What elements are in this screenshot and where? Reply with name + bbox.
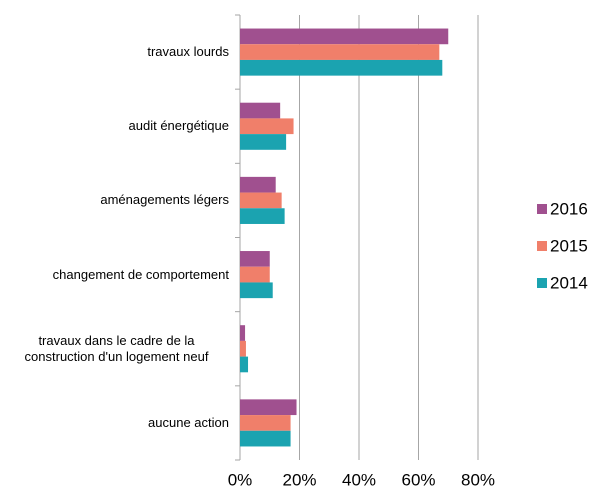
bar bbox=[240, 134, 287, 150]
bar bbox=[240, 192, 282, 209]
bar bbox=[240, 251, 270, 267]
y-tick-label: changement de comportement bbox=[52, 266, 229, 282]
bar bbox=[240, 118, 294, 135]
legend-swatch bbox=[537, 204, 547, 214]
bar bbox=[240, 59, 443, 76]
legend-label: 2016 bbox=[550, 199, 588, 218]
x-tick-label: 0% bbox=[228, 470, 253, 489]
y-tick-label: travaux dans le cadre de la construction… bbox=[24, 332, 209, 364]
y-tick-label: audit énergétique bbox=[128, 118, 229, 134]
y-tick-label: aucune action bbox=[148, 414, 229, 430]
x-tick-label: 60% bbox=[401, 470, 435, 489]
x-tick-label: 20% bbox=[282, 470, 316, 489]
bar bbox=[240, 44, 440, 60]
bar bbox=[240, 102, 281, 119]
legend-label: 2014 bbox=[550, 273, 588, 292]
bar bbox=[240, 430, 291, 447]
y-tick-label: aménagements légers bbox=[100, 192, 229, 208]
y-tick-label: travaux lourds bbox=[147, 44, 229, 60]
bar bbox=[240, 325, 246, 341]
bar bbox=[240, 399, 297, 416]
bar bbox=[240, 415, 291, 431]
bar bbox=[240, 340, 246, 357]
bar bbox=[240, 176, 276, 193]
bar bbox=[240, 282, 273, 299]
bar bbox=[240, 28, 449, 45]
bar bbox=[240, 208, 285, 224]
bar bbox=[240, 356, 249, 373]
x-tick-label: 40% bbox=[342, 470, 376, 489]
legend-swatch bbox=[537, 278, 547, 288]
legend-swatch bbox=[537, 241, 547, 251]
legend-label: 2015 bbox=[550, 236, 588, 255]
x-tick-label: 80% bbox=[461, 470, 495, 489]
bar bbox=[240, 266, 270, 283]
